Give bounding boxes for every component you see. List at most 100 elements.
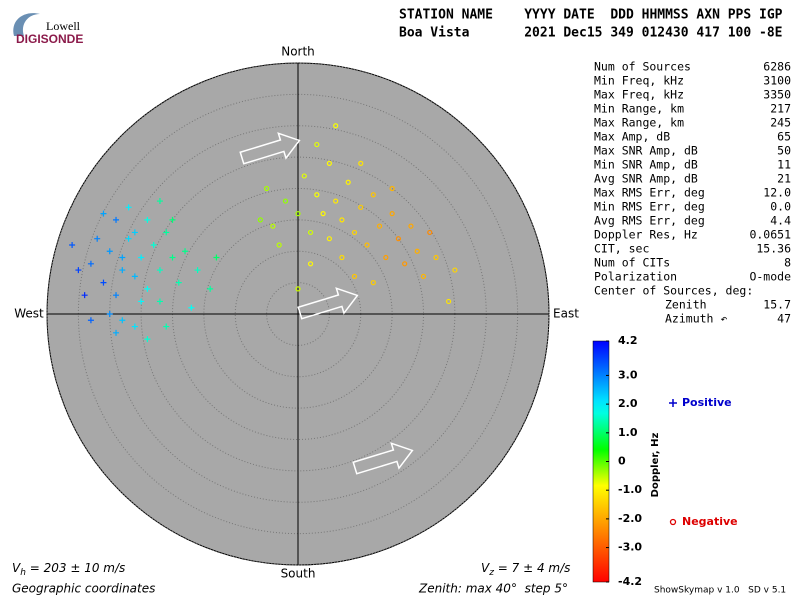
source-positive — [106, 248, 113, 255]
source-positive — [194, 267, 201, 274]
source-negative — [395, 236, 401, 242]
source-negative — [370, 192, 376, 198]
source-positive — [100, 279, 107, 286]
stat-value: 65 — [777, 130, 791, 144]
source-negative — [314, 192, 320, 198]
stat-label: Min SNR Amp, dB — [594, 158, 698, 172]
stat-label: CIT, sec — [594, 242, 649, 256]
source-positive — [113, 329, 120, 336]
legend-label: Negative — [682, 515, 738, 528]
center-value: 15.7 — [763, 298, 791, 312]
center-value: 47 — [777, 312, 791, 326]
colorbar-label: Doppler, Hz — [650, 433, 661, 498]
source-negative — [408, 223, 414, 229]
header-values: Boa Vista 2021 Dec15 349 012430 417 100 … — [399, 26, 783, 41]
source-positive — [106, 311, 113, 317]
source-negative — [351, 273, 358, 279]
colorbar-tick-label: -4.2 — [618, 575, 642, 588]
source-positive — [163, 323, 170, 330]
source-positive — [156, 298, 163, 305]
logo-top: Lowell — [46, 19, 81, 33]
stat-label: Min Freq, kHz — [594, 74, 684, 88]
source-positive — [144, 216, 151, 223]
source-positive — [163, 229, 170, 236]
source-positive — [138, 298, 145, 305]
source-negative — [370, 280, 376, 286]
vh-label: Vh = 203 ± 10 m/s — [12, 561, 125, 578]
colorbar-tick-label: 0 — [618, 455, 626, 468]
source-negative — [257, 217, 263, 223]
stat-label: Num of Sources — [594, 60, 691, 74]
source-positive — [94, 235, 101, 242]
source-negative — [351, 229, 358, 236]
stat-value: O-mode — [749, 270, 791, 284]
stat-label: Num of CITs — [594, 256, 670, 270]
footer-right: ShowSkymap v 1.0 SD v 5.1 — [654, 586, 786, 596]
source-positive — [175, 279, 182, 286]
stat-value: 12.0 — [763, 186, 791, 200]
stat-label: Avg RMS Err, deg — [594, 214, 705, 228]
source-positive — [87, 317, 94, 324]
source-negative — [389, 211, 395, 217]
stat-value: 4.4 — [770, 214, 791, 228]
stat-label: Max Freq, kHz — [594, 88, 684, 102]
source-positive — [138, 254, 145, 261]
stat-label: Max Amp, dB — [594, 130, 670, 144]
source-negative — [301, 173, 307, 179]
source-negative — [427, 229, 433, 236]
source-positive — [125, 204, 132, 211]
stat-value: 0.0651 — [749, 228, 791, 242]
stat-value: 3100 — [763, 74, 791, 88]
source-negative — [264, 185, 270, 192]
footer-left: Geographic coordinates — [12, 582, 155, 596]
west-label: West — [14, 307, 44, 321]
source-positive — [213, 254, 220, 261]
source-positive — [119, 317, 126, 324]
header-columns: STATION NAME YYYY DATE DDD HHMMSS AXN PP… — [399, 8, 783, 23]
source-negative — [420, 273, 427, 279]
source-negative — [326, 236, 332, 242]
source-negative — [270, 223, 276, 229]
legend-marker — [669, 399, 677, 407]
source-negative — [376, 223, 383, 229]
arrow — [239, 132, 301, 165]
source-positive — [182, 248, 189, 255]
stat-value: 6286 — [763, 60, 791, 74]
legend-marker — [669, 518, 677, 526]
source-negative — [433, 254, 439, 261]
legend-label: Positive — [682, 396, 732, 409]
stat-value: 217 — [770, 102, 791, 116]
arrow — [352, 442, 414, 475]
stat-value: 0.0 — [770, 200, 791, 214]
source-negative — [333, 123, 339, 129]
logo-swoosh — [13, 13, 40, 36]
arrows — [239, 132, 414, 475]
source-negative — [307, 261, 314, 267]
source-negative — [276, 242, 282, 248]
source-positive — [81, 292, 88, 299]
source-positive — [119, 267, 126, 274]
source-negative — [358, 160, 364, 166]
source-positive — [156, 198, 163, 205]
stat-value: 8 — [784, 256, 791, 270]
south-label: South — [281, 567, 316, 581]
center-label: Zenith — [665, 298, 707, 312]
colorbar-tick-label: -1.0 — [618, 483, 642, 496]
source-negative — [326, 160, 332, 166]
center-label: Azimuth ↶ — [665, 312, 727, 326]
stat-label: Min RMS Err, deg — [594, 200, 705, 214]
source-positive — [75, 267, 82, 274]
colorbar-tick-label: 2.0 — [618, 397, 638, 410]
stat-value: 50 — [777, 144, 791, 158]
colorbar-tick-label: 1.0 — [618, 426, 638, 439]
source-positive — [156, 267, 163, 274]
source-positive — [169, 216, 176, 223]
east-label: East — [553, 307, 579, 321]
north-label: North — [281, 45, 315, 59]
source-positive — [119, 254, 126, 261]
source-negative — [320, 211, 326, 217]
source-positive — [69, 241, 76, 248]
colorbar-tick-label: 3.0 — [618, 368, 638, 381]
stat-label: Max SNR Amp, dB — [594, 144, 698, 158]
